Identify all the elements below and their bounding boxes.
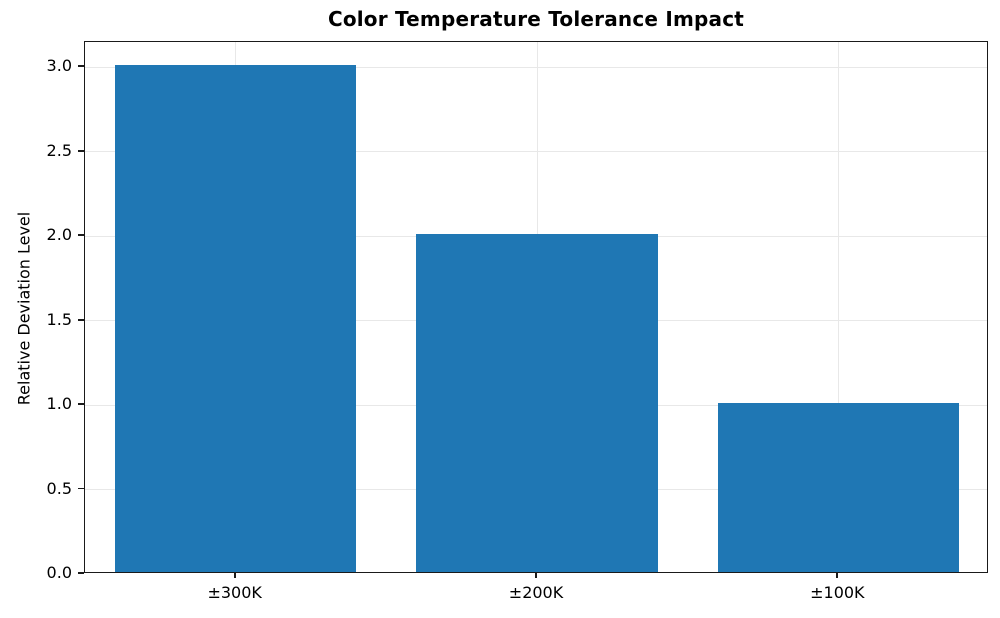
y-tick-mark bbox=[78, 572, 84, 574]
y-tick-label: 1.0 bbox=[46, 394, 72, 414]
x-tick-label: ±100K bbox=[810, 583, 865, 602]
plot-area bbox=[84, 41, 988, 573]
bar bbox=[416, 234, 658, 572]
gridline-horizontal bbox=[85, 151, 987, 153]
y-tick-label: 3.0 bbox=[46, 56, 72, 76]
bar bbox=[115, 65, 357, 572]
y-tick-mark bbox=[78, 318, 84, 321]
y-tick-mark bbox=[78, 487, 84, 490]
gridline-vertical bbox=[837, 42, 839, 572]
x-tick-mark bbox=[535, 573, 537, 578]
y-tick-mark bbox=[78, 234, 84, 237]
y-tick-mark bbox=[78, 403, 84, 405]
y-tick-label: 0.5 bbox=[46, 478, 72, 498]
x-tick-label: ±300K bbox=[207, 583, 262, 602]
bar bbox=[717, 403, 959, 572]
chart-title: Color Temperature Tolerance Impact bbox=[327, 7, 745, 31]
x-tick-mark bbox=[233, 573, 236, 578]
y-tick-mark bbox=[78, 149, 84, 152]
y-tick-label: 0.0 bbox=[46, 563, 72, 582]
y-tick-label: 2.0 bbox=[46, 225, 72, 245]
y-tick-mark bbox=[78, 65, 84, 68]
x-tick-mark bbox=[836, 573, 839, 578]
x-tick-label: ±200K bbox=[508, 583, 564, 602]
gridline-horizontal bbox=[85, 66, 987, 68]
y-tick-label: 2.5 bbox=[46, 140, 72, 160]
y-tick-label: 1.5 bbox=[46, 309, 72, 329]
